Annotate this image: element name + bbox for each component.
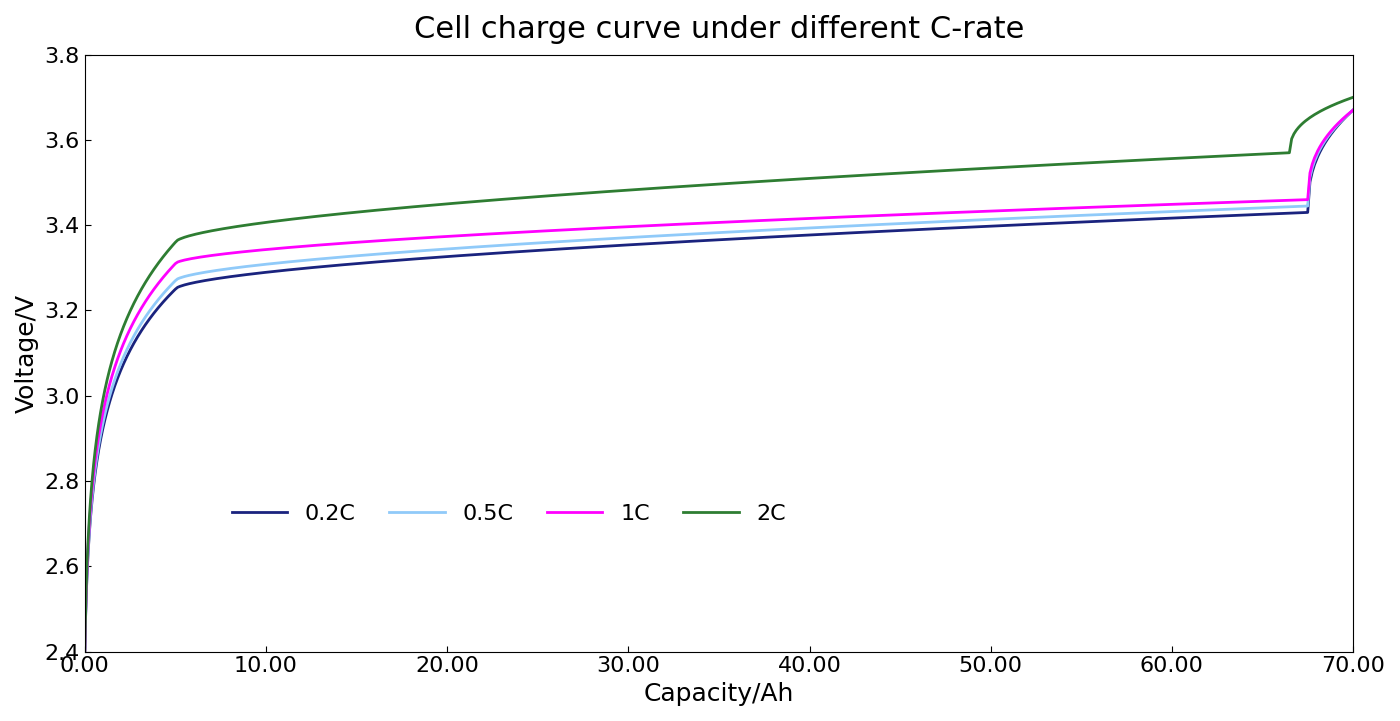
1C xyxy=(1344,106,1361,115)
0.5C xyxy=(1344,106,1361,115)
Title: Cell charge curve under different C-rate: Cell charge curve under different C-rate xyxy=(414,15,1025,44)
Y-axis label: Voltage/V: Voltage/V xyxy=(15,293,39,412)
Line: 0.2C: 0.2C xyxy=(85,110,1352,652)
0.2C xyxy=(77,647,94,656)
2C xyxy=(127,295,144,304)
1C xyxy=(1344,106,1361,115)
Line: 0.5C: 0.5C xyxy=(85,110,1352,652)
2C xyxy=(1344,93,1361,102)
0.2C xyxy=(1341,110,1358,118)
0.2C xyxy=(1344,106,1361,115)
1C xyxy=(732,217,749,226)
2C xyxy=(77,647,94,656)
0.5C xyxy=(77,647,94,656)
0.5C xyxy=(732,227,749,236)
0.5C xyxy=(1344,106,1361,115)
1C xyxy=(127,313,144,322)
0.5C xyxy=(606,234,623,243)
Line: 1C: 1C xyxy=(85,110,1352,652)
X-axis label: Capacity/Ah: Capacity/Ah xyxy=(644,682,794,706)
0.2C xyxy=(732,234,749,243)
2C xyxy=(732,178,749,187)
Line: 2C: 2C xyxy=(85,97,1352,652)
0.2C xyxy=(127,335,144,344)
1C xyxy=(77,647,94,656)
0.5C xyxy=(892,219,909,228)
1C xyxy=(606,223,623,231)
0.5C xyxy=(127,328,144,337)
2C xyxy=(892,169,909,177)
Legend: 0.2C, 0.5C, 1C, 2C: 0.2C, 0.5C, 1C, 2C xyxy=(223,495,795,533)
1C xyxy=(892,211,909,219)
0.2C xyxy=(606,242,623,250)
0.5C xyxy=(1341,110,1358,118)
2C xyxy=(606,187,623,195)
1C xyxy=(1341,109,1358,118)
0.2C xyxy=(1344,106,1361,115)
2C xyxy=(1344,93,1361,102)
2C xyxy=(1341,94,1358,103)
0.2C xyxy=(892,226,909,235)
